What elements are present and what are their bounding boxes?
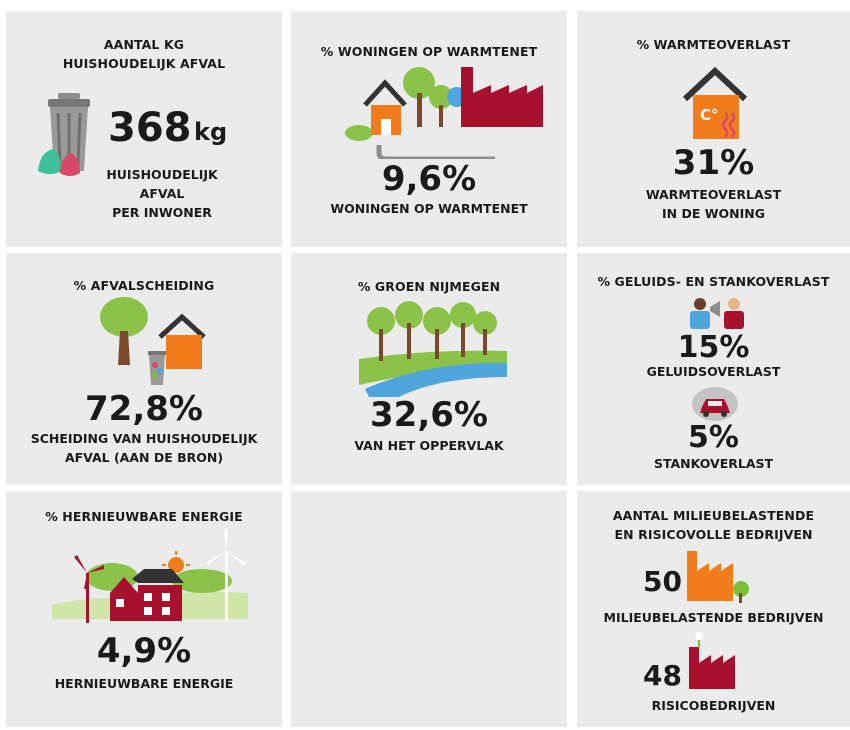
bedrijven-title-2: EN RISICOVOLLE BEDRIJVEN [614,527,813,542]
stank-value: 5% [688,420,739,455]
afval-title-2: HUISHOUDELIJK AFVAL [62,56,226,71]
card-afvalscheiding: % AFVALSCHEIDING 72,8% SCHEIDING VAN HUI… [6,253,282,485]
afvalscheiding-label-2: AFVAL (AAN DE BRON) [64,450,224,465]
card-groen: % GROEN NIJMEGEN 32,6% VAN HET OPPERVLAK [291,253,567,485]
afval-unit: kg [194,118,228,146]
afvalscheiding-label-1: SCHEIDING VAN HUISHOUDELIJK [30,431,258,446]
overlast-title: % GELUIDS- EN STANKOVERLAST [597,274,830,289]
warmteoverlast-label-2: IN DE WONING [662,206,765,221]
card-empty [291,491,567,727]
risico-value: 48 [643,659,682,692]
bedrijven-title-1: AANTAL MILIEUBELASTENDE [612,508,815,523]
tree-house-bin-icon [100,297,206,385]
afval-title-1: AANTAL KG [103,37,185,52]
people-megaphone-icon [690,298,744,329]
geluid-label: GELUIDSOVERLAST [646,364,781,379]
card-bedrijven: AANTAL MILIEUBELASTENDE EN RISICOVOLLE B… [577,491,850,727]
warmtenet-illustration [345,67,543,159]
trash-bin-icon [38,93,90,176]
energie-label: HERNIEUWBARE ENERGIE [54,676,234,691]
afvalscheiding-title: % AFVALSCHEIDING [73,278,215,293]
energie-title: % HERNIEUWBARE ENERGIE [45,509,243,524]
warmteoverlast-label-1: WARMTEOVERLAST [645,187,782,202]
warmteoverlast-title: % WARMTEOVERLAST [636,37,791,52]
warmtenet-value: 9,6% [381,159,477,199]
hot-house-icon-text: C° [700,106,719,124]
milieu-label: MILIEUBELASTENDE BEDRIJVEN [603,610,824,625]
stank-label: STANKOVERLAST [653,456,774,471]
afval-label-3: PER INWONER [112,205,212,220]
geluid-value: 15% [677,330,750,365]
risico-label: RISICOBEDRIJVEN [651,698,776,713]
groen-label: VAN HET OPPERVLAK [354,438,504,453]
renewable-energy-icon [52,529,248,623]
groen-value: 32,6% [370,395,488,435]
hot-house-icon [682,66,748,139]
car-exhaust-icon [692,387,738,421]
groen-title: % GROEN NIJMEGEN [357,279,501,294]
card-energie: % HERNIEUWBARE ENERGIE 4,9% HERNIEUWBARE… [6,491,282,727]
card-afval: AANTAL KG HUISHOUDELIJK AFVAL 368 kg HUI… [6,11,282,247]
afval-label-2: AFVAL [139,186,185,201]
afval-value: 368 [108,105,192,151]
afvalscheiding-value: 72,8% [85,389,203,429]
warmtenet-title: % WONINGEN OP WARMTENET [320,44,538,59]
card-overlast: % GELUIDS- EN STANKOVERLAST 15% GELUIDSO… [577,253,850,485]
crimson-factory-icon [689,632,735,689]
afval-label-1: HUISHOUDELIJK [106,167,218,182]
card-warmtenet: % WONINGEN OP WARMTENET 9,6% WONINGEN OP… [291,11,567,247]
warmteoverlast-value: 31% [672,143,755,183]
forest-river-icon [359,301,507,397]
orange-factory-icon [687,551,749,603]
energie-value: 4,9% [96,631,192,671]
warmtenet-label: WONINGEN OP WARMTENET [330,201,528,216]
milieu-value: 50 [643,565,682,598]
card-warmteoverlast: % WARMTEOVERLAST C° 31% WARMTEOVERLAST I… [577,11,850,247]
